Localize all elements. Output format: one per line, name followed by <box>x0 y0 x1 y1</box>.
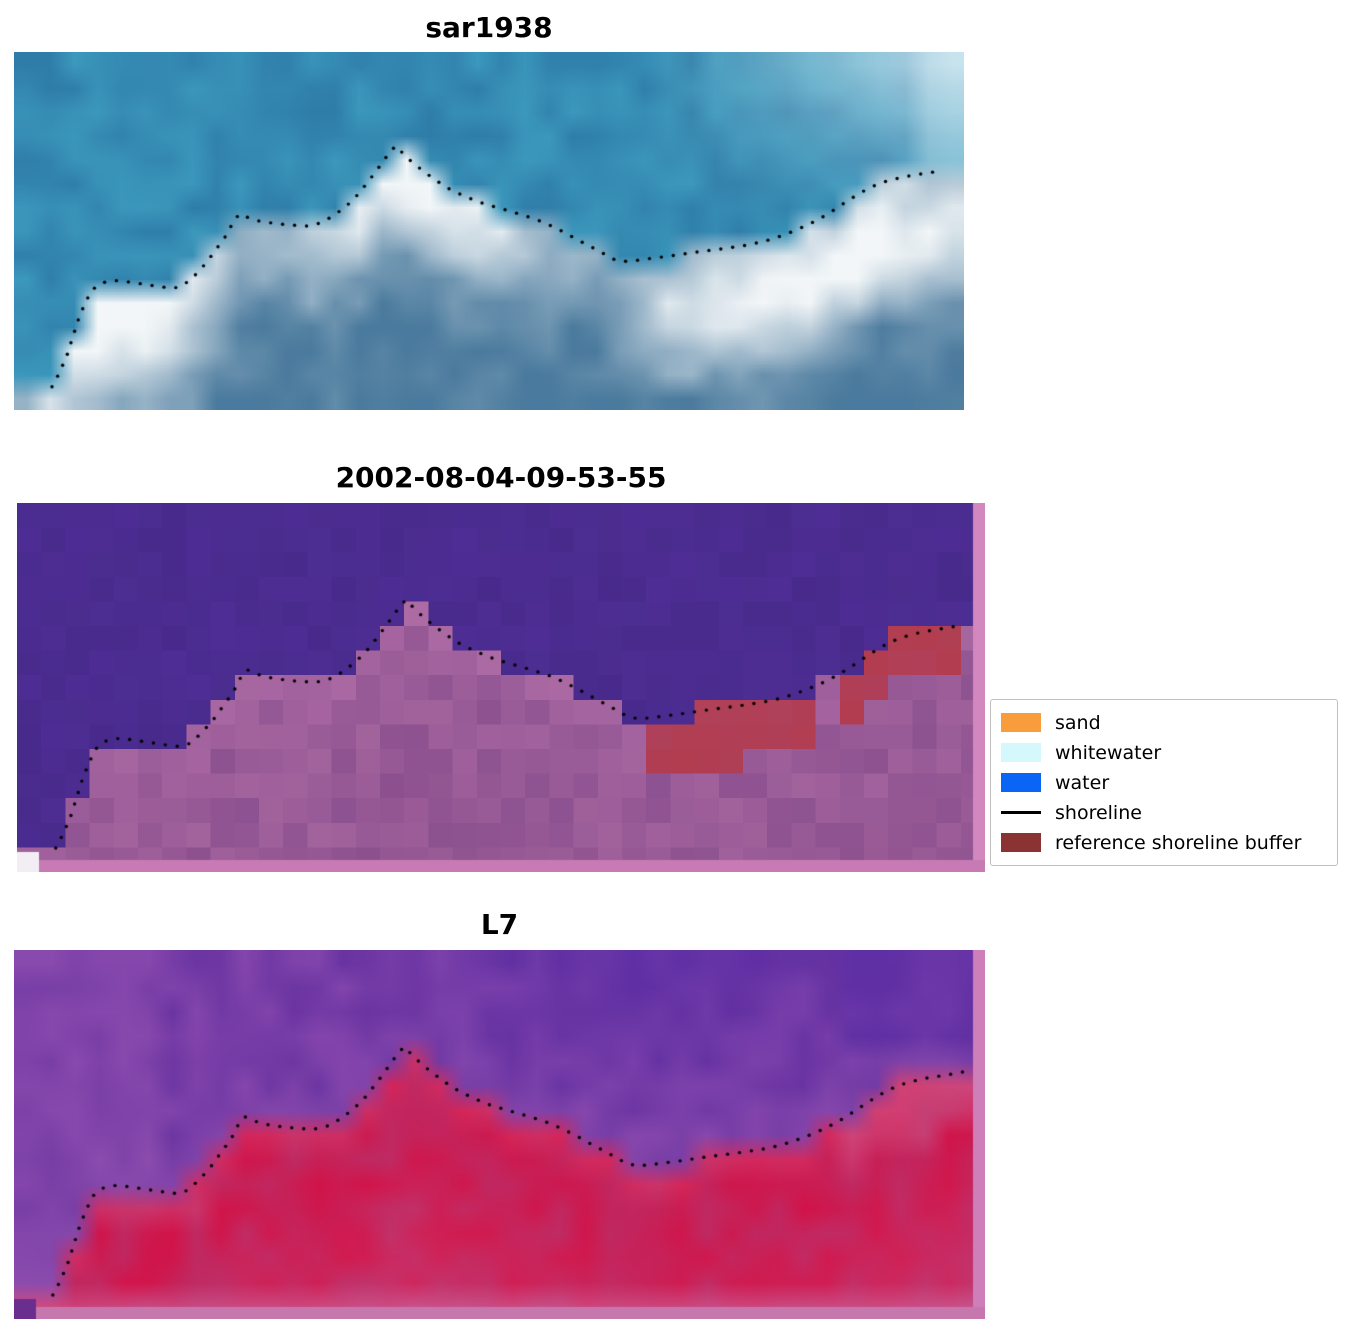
legend-item-shoreline: shoreline <box>1001 799 1327 826</box>
panel-title-l7: L7 <box>480 908 519 941</box>
legend-item-whitewater: whitewater <box>1001 739 1327 766</box>
legend-label-sand: sand <box>1055 711 1101 734</box>
legend-label-whitewater: whitewater <box>1055 741 1162 764</box>
panel-l7 <box>14 950 985 1319</box>
sar-overlay <box>14 52 964 410</box>
shoreline-line-swatch <box>1001 811 1041 814</box>
legend-box: sand whitewater water shoreline referenc… <box>990 699 1338 866</box>
legend-item-reference-shoreline-buffer: reference shoreline buffer <box>1001 829 1327 856</box>
panel-title-sar: sar1938 <box>425 11 553 44</box>
water-swatch <box>1001 773 1041 792</box>
legend-label-shoreline: shoreline <box>1055 801 1142 824</box>
classified-overlay <box>17 503 985 872</box>
legend-item-water: water <box>1001 769 1327 796</box>
reference-shoreline-buffer-swatch <box>1001 833 1041 852</box>
panel-title-classified: 2002-08-04-09-53-55 <box>335 461 667 494</box>
panel-sar <box>14 52 964 410</box>
panel-classified <box>17 503 985 872</box>
legend-label-water: water <box>1055 771 1110 794</box>
l7-overlay <box>14 950 985 1319</box>
sand-swatch <box>1001 713 1041 732</box>
legend-item-sand: sand <box>1001 709 1327 736</box>
legend-label-reference-shoreline-buffer: reference shoreline buffer <box>1055 831 1302 854</box>
whitewater-swatch <box>1001 743 1041 762</box>
